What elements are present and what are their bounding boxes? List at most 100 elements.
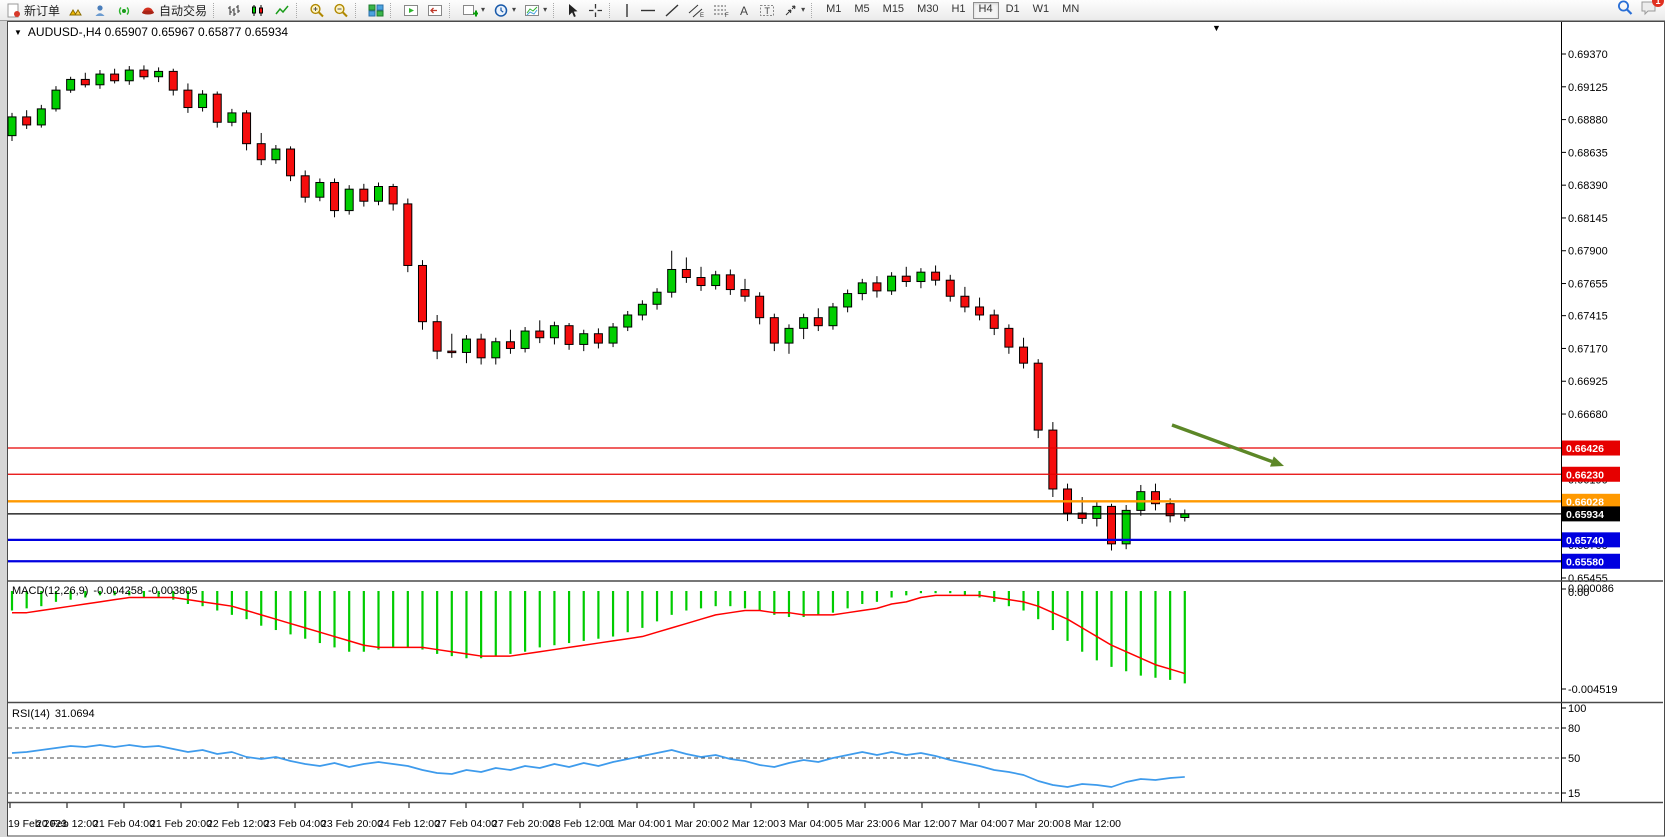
price-line-badge-value: 0.65580 [1566,556,1604,568]
time-tick-label: 7 Mar 04:00 [951,818,1007,830]
candle-body [183,89,193,109]
timeframe-button-m15[interactable]: M15 [882,2,905,15]
candle-body [1165,503,1175,517]
autotrading-hat-icon [140,3,156,18]
tile-windows-icon [368,3,384,18]
timeframe-button-mn[interactable]: MN [1062,2,1080,15]
svg-text:T: T [765,6,771,16]
equidistant-channel-tool-button[interactable]: E [684,1,709,19]
fibonacci-tool-button[interactable]: F [709,1,734,19]
candle-body [549,325,559,339]
chat-badge: 1 [1652,0,1664,7]
candle-body [608,326,618,344]
bar-chart-icon [226,3,242,18]
autotrading-button[interactable]: 自动交易 [136,1,211,19]
price-axis-area[interactable] [1562,22,1663,803]
rsi-tick-label: 15 [1568,788,1580,800]
candle-body [579,333,589,345]
vertical-line-icon [622,3,632,18]
clock-icon [493,3,509,18]
macd-name: MACD(12,26,9) [12,585,89,597]
horizontal-line-tool-button[interactable] [636,1,660,19]
arrows-tool-button[interactable]: ▾ [779,1,809,19]
cursor-tool-button[interactable] [562,1,584,19]
price-line-badge [1562,506,1620,522]
search-icon[interactable] [1616,0,1634,21]
candle-body [36,108,46,126]
macd-signal-line [12,594,1186,675]
candle-body [476,338,486,359]
line-chart-button[interactable] [270,1,294,19]
candlestick-chart-button[interactable] [246,1,270,19]
main-chart-canvas[interactable] [8,22,1561,580]
macd-axis-bottom-label: -0.004519 [1568,684,1618,696]
candle-body [227,112,237,123]
candle-body [623,314,633,328]
macd-signal-value: -0.003805 [147,585,198,597]
candle-body [799,317,809,329]
bar-chart-button[interactable] [222,1,246,19]
candle-body [66,78,76,91]
timeframe-button-m1[interactable]: M1 [826,2,842,15]
candle-body [1048,429,1058,490]
text-tool-button[interactable]: A [734,1,755,19]
candle-body [989,314,999,329]
arrow-object-head[interactable] [1270,456,1284,467]
community-button[interactable] [88,1,112,19]
line-chart-icon [274,3,290,18]
timeframe-button-w1[interactable]: W1 [1032,2,1050,15]
new-order-button[interactable]: 新订单 [3,1,64,19]
arrow-object-shaft[interactable] [1171,423,1273,464]
scroll-to-end-icon[interactable]: ▼ [1212,23,1221,33]
gold-button[interactable] [64,1,88,19]
time-tick-label: 21 Feb 20:00 [150,818,212,830]
rsi-tick-label: 50 [1568,753,1580,765]
price-line-badge [1562,466,1620,482]
tile-windows-button[interactable] [364,1,388,19]
templates-button[interactable]: ▾ [520,1,551,19]
candle-body [447,350,457,354]
candle-body [95,73,105,86]
toolbar-separator [355,2,362,18]
time-axis-area[interactable] [8,803,1663,835]
text-label-tool-button[interactable]: T [755,1,779,19]
price-tick-label: 0.68880 [1568,115,1608,127]
candlestick-icon [250,3,266,18]
timeframe-button-h1[interactable]: H1 [951,2,966,15]
chart-shift-button[interactable] [423,1,447,19]
trendline-tool-button[interactable] [660,1,684,19]
candle-body [887,275,897,292]
rsi-pane-canvas[interactable] [8,704,1561,801]
chart-menu-icon[interactable]: ▼ [14,27,22,37]
zoom-in-button[interactable] [305,1,329,19]
candle-body [1092,505,1102,519]
community-person-icon [92,3,108,18]
timeframe-button-m30[interactable]: M30 [917,2,939,15]
chevron-down-icon: ▾ [543,5,548,14]
signals-button[interactable] [112,1,136,19]
auto-scroll-button[interactable] [399,1,423,19]
candle-body [916,271,926,283]
candle-body [505,341,515,349]
candle-body [124,69,134,82]
chat-button[interactable]: 1 [1640,0,1664,21]
horizontal-line-icon [640,3,656,18]
candle-body [198,93,208,109]
time-tick-label: 2 Mar 12:00 [723,818,779,830]
main-toolbar: 新订单 自动交易 ▾ ▾ [0,0,1665,21]
zoom-out-button[interactable] [329,1,353,19]
periods-button[interactable]: ▾ [489,1,520,19]
timeframe-button-h4[interactable]: H4 [972,1,999,19]
price-tick-label: 0.67900 [1568,246,1608,258]
rsi-indicator-label: RSI(14) 31.0694 [12,708,100,720]
timeframe-button-m5[interactable]: M5 [854,2,870,15]
macd-pane-canvas[interactable] [8,583,1561,701]
crosshair-tool-button[interactable] [584,1,607,19]
timeframe-button-d1[interactable]: D1 [1005,2,1020,15]
time-tick-label: 19 Feb 2023 [8,818,67,830]
add-indicator-button[interactable]: ▾ [458,1,489,19]
vertical-line-tool-button[interactable] [618,1,636,19]
price-line-badge [1562,553,1620,569]
toolbar-separator [553,2,560,18]
